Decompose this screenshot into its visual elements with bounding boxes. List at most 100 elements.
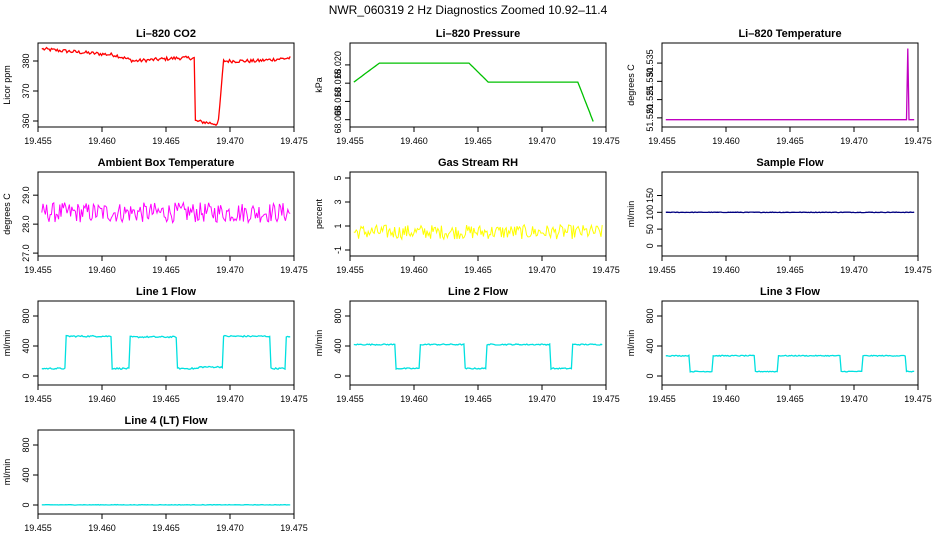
- x-tick-label: 19.460: [400, 136, 428, 146]
- chart-panel-10: Line 4 (LT) Flow ml/min 19.455 19.460 19.465…: [2, 415, 308, 533]
- y-tick-label: 380: [21, 53, 31, 68]
- x-tick-label: 19.460: [712, 265, 740, 275]
- x-tick-label: 19.460: [400, 265, 428, 275]
- y-tick-label: 0: [645, 373, 655, 378]
- y-axis-label: percent: [314, 198, 324, 229]
- x-tick-label: 19.465: [776, 394, 804, 404]
- plot-frame: [661, 42, 919, 128]
- y-axis-label: kPa: [314, 77, 324, 93]
- y-tick-label: 360: [21, 113, 31, 128]
- x-tick-label: 19.465: [152, 136, 180, 146]
- x-tick-label: 19.455: [336, 136, 364, 146]
- plot-frame: [349, 300, 607, 386]
- chart-panel-6: Sample Flow ml/min 19.455 19.460 19.465 19.47…: [626, 157, 932, 275]
- x-tick-label: 19.470: [216, 265, 244, 275]
- chart-panel-7: Line 1 Flow ml/min 19.455 19.460 19.465 19.47…: [2, 286, 308, 404]
- x-tick-label: 19.475: [592, 136, 620, 146]
- x-tick-label: 19.470: [216, 523, 244, 533]
- x-tick-label: 19.455: [24, 136, 52, 146]
- y-tick-label: 27.0: [21, 244, 31, 262]
- chart-panel-5: Gas Stream RH percent 19.455 19.460 19.465 19…: [314, 157, 620, 275]
- x-tick-label: 19.455: [336, 265, 364, 275]
- x-tick-label: 19.460: [88, 394, 116, 404]
- plot-frame: [37, 42, 295, 128]
- x-tick-label: 19.475: [280, 136, 308, 146]
- series-line: [41, 503, 291, 506]
- y-axis-label: ml/min: [626, 201, 636, 228]
- x-tick-label: 19.475: [904, 265, 932, 275]
- series-line: [665, 211, 915, 214]
- x-tick-label: 19.475: [592, 394, 620, 404]
- y-axis-label: ml/min: [2, 330, 12, 357]
- chart-panel-8: Line 2 Flow ml/min 19.455 19.460 19.465 19.47…: [314, 286, 620, 404]
- chart-title: Sample Flow: [756, 157, 824, 169]
- plot-frame: [661, 171, 919, 257]
- y-axis-label: ml/min: [626, 330, 636, 357]
- figure-title: NWR_060319 2 Hz Diagnostics Zoomed 10.92…: [329, 3, 608, 17]
- chart-title: Ambient Box Temperature: [98, 157, 235, 169]
- y-tick-label: 3: [333, 199, 343, 204]
- x-tick-label: 19.460: [712, 394, 740, 404]
- chart-title: Line 1 Flow: [136, 286, 196, 298]
- x-tick-label: 19.455: [24, 523, 52, 533]
- plot-frame: [349, 42, 607, 128]
- y-tick-label: 370: [21, 83, 31, 98]
- x-tick-label: 19.460: [400, 394, 428, 404]
- plot-frame: [37, 300, 295, 386]
- y-axis-label: Licor ppm: [2, 65, 12, 105]
- plot-frame: [661, 300, 919, 386]
- chart-panel-2: Li–820 Pressure kPa 19.455 19.460 19.465 19.4…: [314, 28, 620, 146]
- x-tick-label: 19.470: [216, 394, 244, 404]
- chart-title: Li–820 Temperature: [738, 28, 841, 40]
- x-tick-label: 19.470: [840, 136, 868, 146]
- y-tick-label: 800: [645, 308, 655, 323]
- x-tick-label: 19.475: [904, 394, 932, 404]
- chart-panel-1: Li–820 CO2 Licor ppm 19.455 19.460 19.465 19.…: [2, 28, 308, 146]
- x-tick-label: 19.460: [88, 136, 116, 146]
- x-tick-label: 19.465: [152, 394, 180, 404]
- y-tick-label: 51.520: [645, 104, 655, 132]
- y-axis-label: ml/min: [2, 459, 12, 486]
- series-line: [353, 342, 603, 371]
- x-tick-label: 19.470: [840, 265, 868, 275]
- chart-panel-9: Line 3 Flow ml/min 19.455 19.460 19.465 19.47…: [626, 286, 932, 404]
- x-tick-label: 19.455: [648, 265, 676, 275]
- series-line: [353, 62, 594, 122]
- y-tick-label: 68.005: [333, 106, 343, 134]
- x-tick-label: 19.460: [712, 136, 740, 146]
- series-line: [665, 48, 915, 121]
- series-line: [41, 334, 291, 371]
- y-tick-label: 150: [645, 188, 655, 203]
- chart-panel-3: Li–820 Temperature degrees C 19.455 19.460 1…: [626, 28, 932, 146]
- y-tick-label: 0: [333, 373, 343, 378]
- x-tick-label: 19.475: [904, 136, 932, 146]
- y-axis-label: degrees C: [2, 193, 12, 235]
- y-tick-label: 51.535: [645, 49, 655, 77]
- series-line: [41, 46, 291, 127]
- series-line: [41, 200, 291, 225]
- series-line: [665, 354, 915, 373]
- x-tick-label: 19.470: [216, 136, 244, 146]
- x-tick-label: 19.465: [464, 394, 492, 404]
- series-line: [353, 223, 603, 241]
- x-tick-label: 19.475: [280, 394, 308, 404]
- x-tick-label: 19.465: [776, 265, 804, 275]
- y-tick-label: 0: [645, 243, 655, 248]
- x-tick-label: 19.465: [464, 136, 492, 146]
- y-tick-label: 800: [333, 308, 343, 323]
- y-axis-label: ml/min: [314, 330, 324, 357]
- y-tick-label: 51.530: [645, 68, 655, 96]
- y-tick-label: 400: [645, 338, 655, 353]
- x-tick-label: 19.455: [24, 394, 52, 404]
- y-tick-label: 1: [333, 223, 343, 228]
- y-tick-label: 400: [333, 338, 343, 353]
- y-tick-label: 800: [21, 308, 31, 323]
- y-tick-label: 5: [333, 175, 343, 180]
- chart-title: Li–820 Pressure: [436, 28, 520, 40]
- x-tick-label: 19.465: [464, 265, 492, 275]
- y-tick-label: 68.015: [333, 69, 343, 97]
- plot-frame: [37, 171, 295, 257]
- x-tick-label: 19.465: [776, 136, 804, 146]
- y-tick-label: 50: [645, 224, 655, 234]
